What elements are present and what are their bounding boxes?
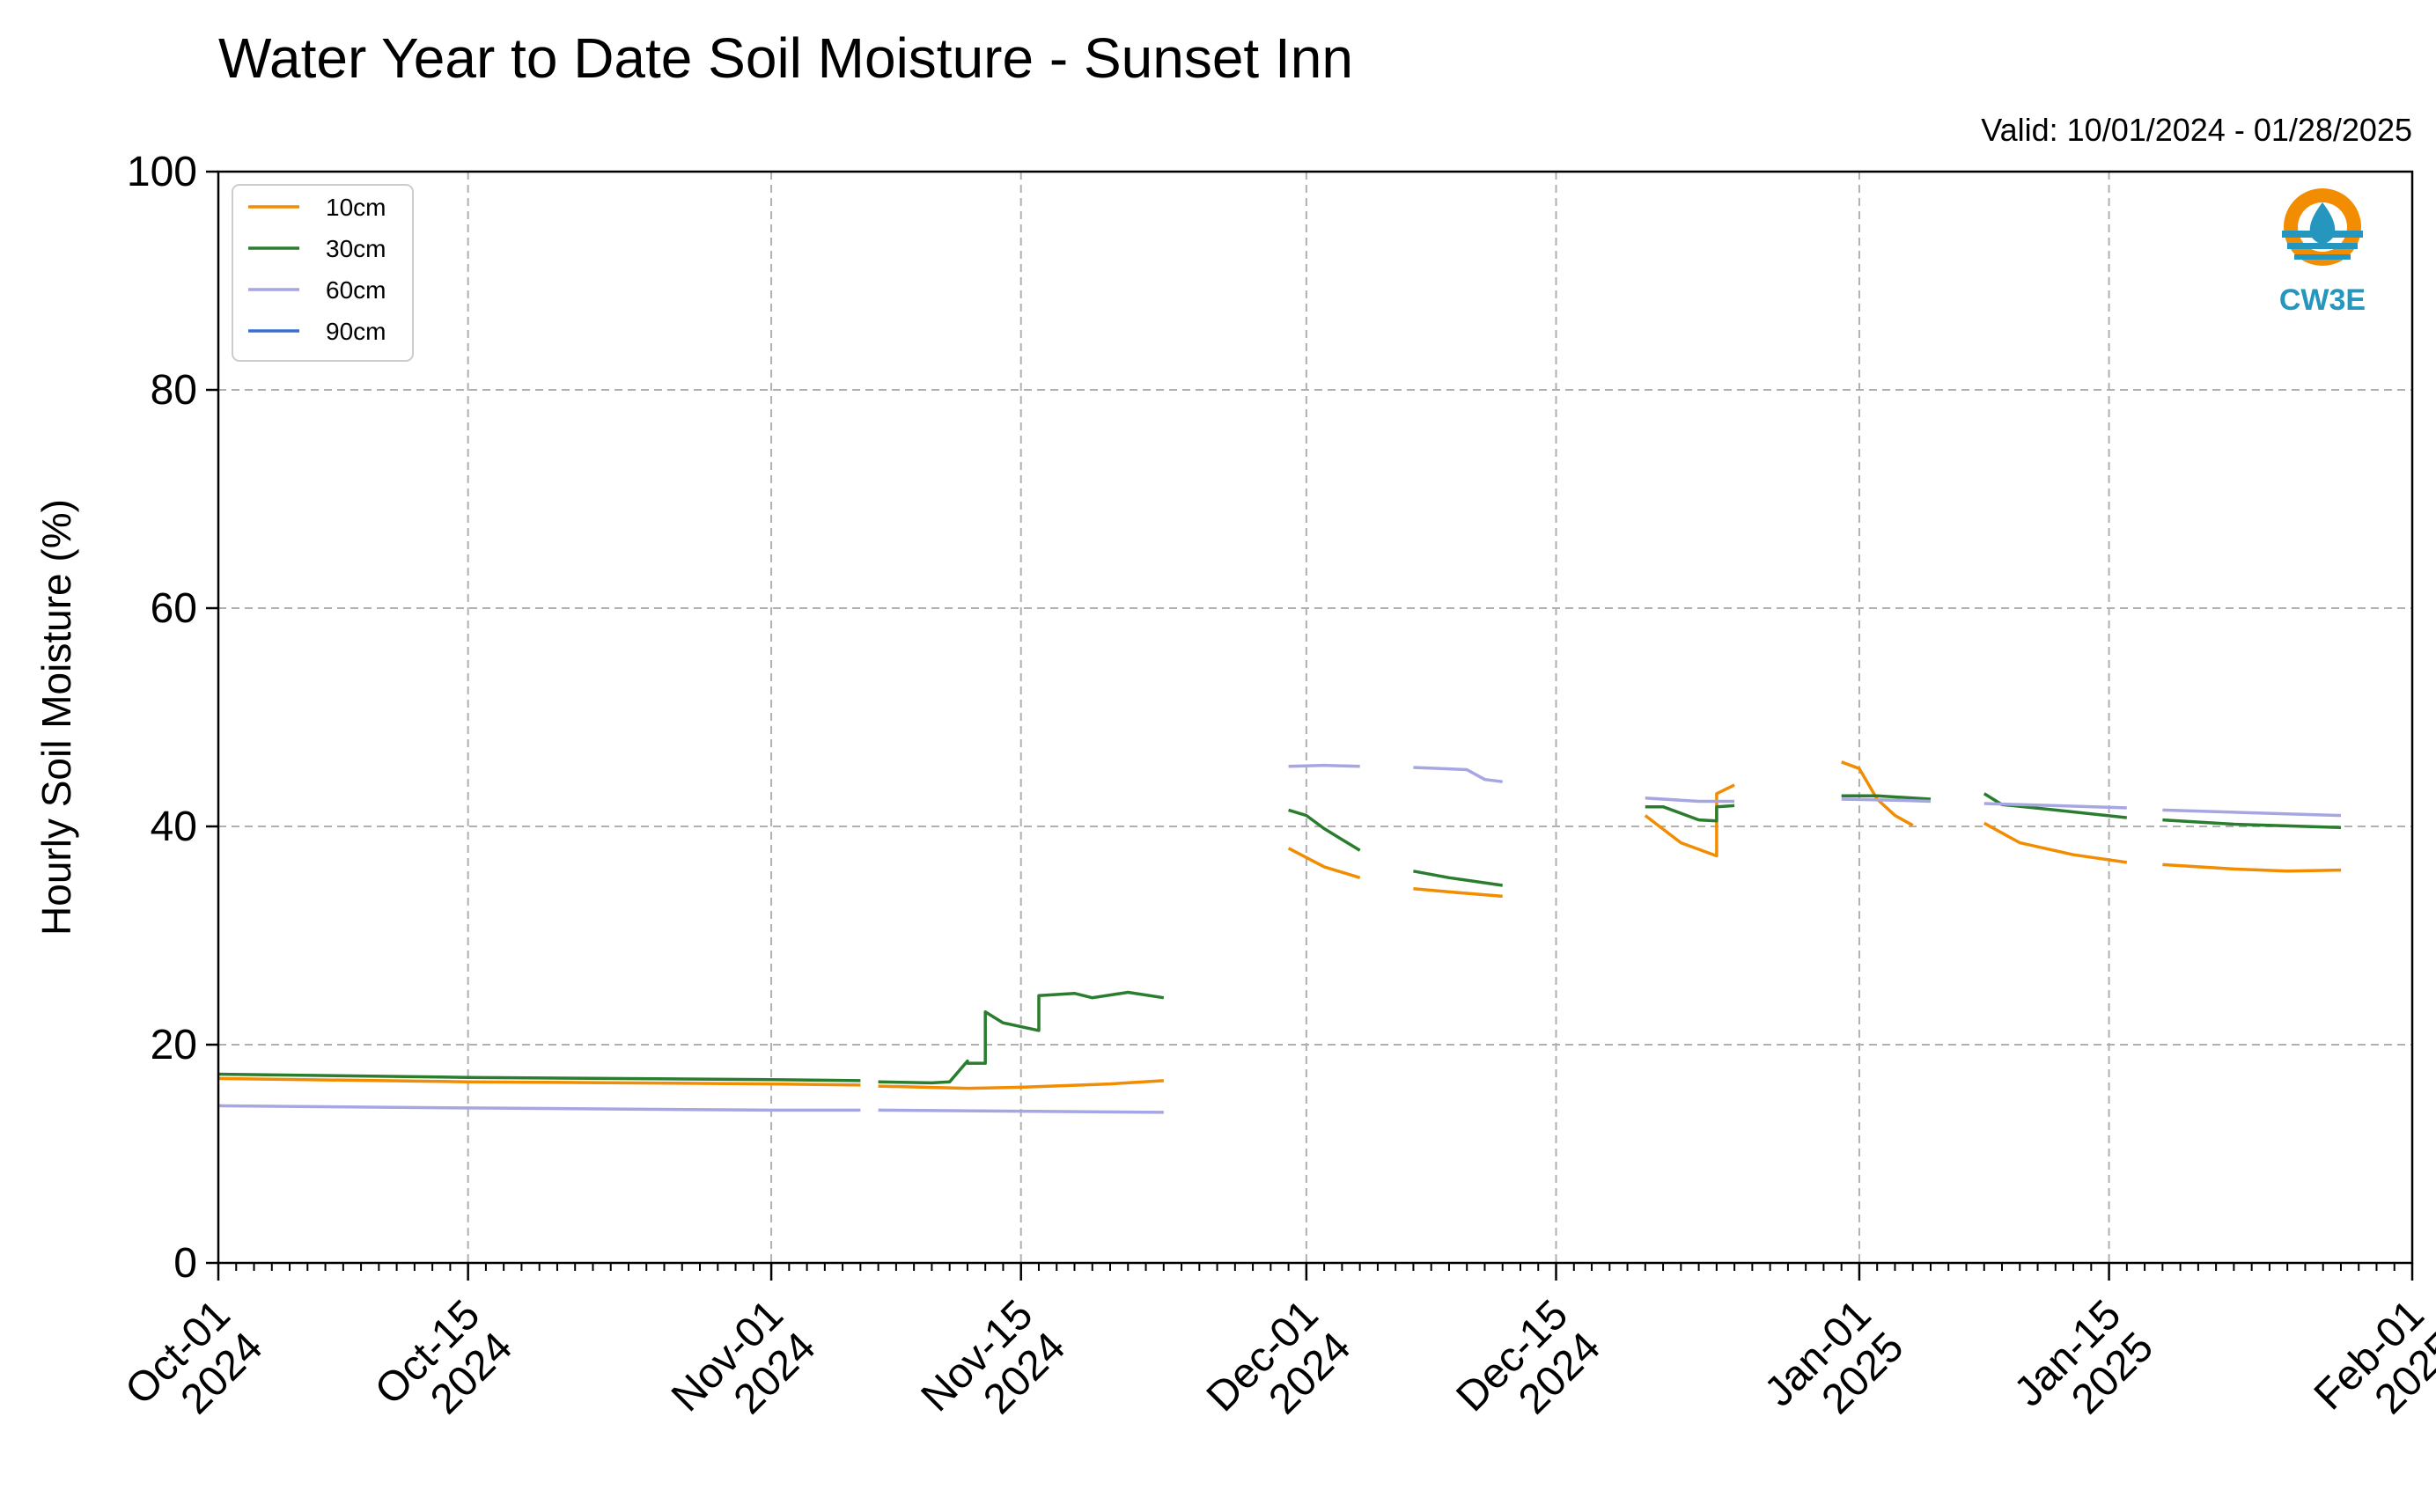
series-line-30cm — [1413, 870, 1503, 887]
series-line-10cm — [1644, 783, 1735, 858]
series-line-60cm — [1841, 797, 1932, 804]
series-line-30cm — [878, 990, 1165, 1085]
legend-label: 30cm — [326, 235, 386, 262]
series-lines — [217, 760, 2342, 1114]
series-line-60cm — [1413, 766, 1503, 783]
series-line-10cm — [217, 1076, 861, 1087]
series-line-30cm — [217, 1072, 861, 1083]
series-line-30cm — [2162, 818, 2342, 829]
series-line-10cm — [2162, 862, 2342, 873]
series-line-30cm — [1288, 808, 1361, 852]
y-tick-label: 100 — [127, 149, 197, 195]
series-line-60cm — [2162, 808, 2342, 818]
series-line-60cm — [1288, 763, 1360, 768]
series-line-10cm — [1983, 821, 2128, 864]
series-line-30cm — [1645, 804, 1735, 823]
legend-label: 60cm — [326, 276, 386, 304]
y-tick-label: 40 — [151, 804, 197, 850]
y-tick-label: 60 — [151, 585, 197, 632]
series-line-60cm — [1645, 796, 1735, 804]
y-tick-label: 80 — [151, 367, 197, 414]
series-line-10cm — [1413, 886, 1503, 899]
series-line-10cm — [1287, 847, 1361, 879]
series-line-60cm — [878, 1108, 1164, 1114]
series-line-60cm — [217, 1104, 861, 1112]
plot-frame — [217, 170, 2414, 1265]
legend-label: 10cm — [326, 194, 386, 221]
series-line-60cm — [1983, 802, 2127, 810]
series-line-30cm — [1841, 794, 1932, 801]
valid-date-range: Valid: 10/01/2024 - 01/28/2025 — [1981, 112, 2412, 148]
legend-label: 90cm — [326, 318, 386, 345]
series-line-10cm — [878, 1079, 1164, 1090]
chart-title: Water Year to Date Soil Moisture - Sunse… — [218, 26, 1353, 90]
legend: 10cm 30cm 60cm 90cm — [232, 184, 414, 362]
y-tick-label: 20 — [151, 1022, 197, 1068]
cw3e-logo: CW3E — [2279, 188, 2366, 317]
series-line-30cm — [1983, 792, 2127, 819]
logo-text: CW3E — [2279, 283, 2366, 317]
y-tick-label: 0 — [173, 1240, 197, 1287]
y-axis-label: Hourly Soil Moisture (%) — [33, 499, 79, 936]
